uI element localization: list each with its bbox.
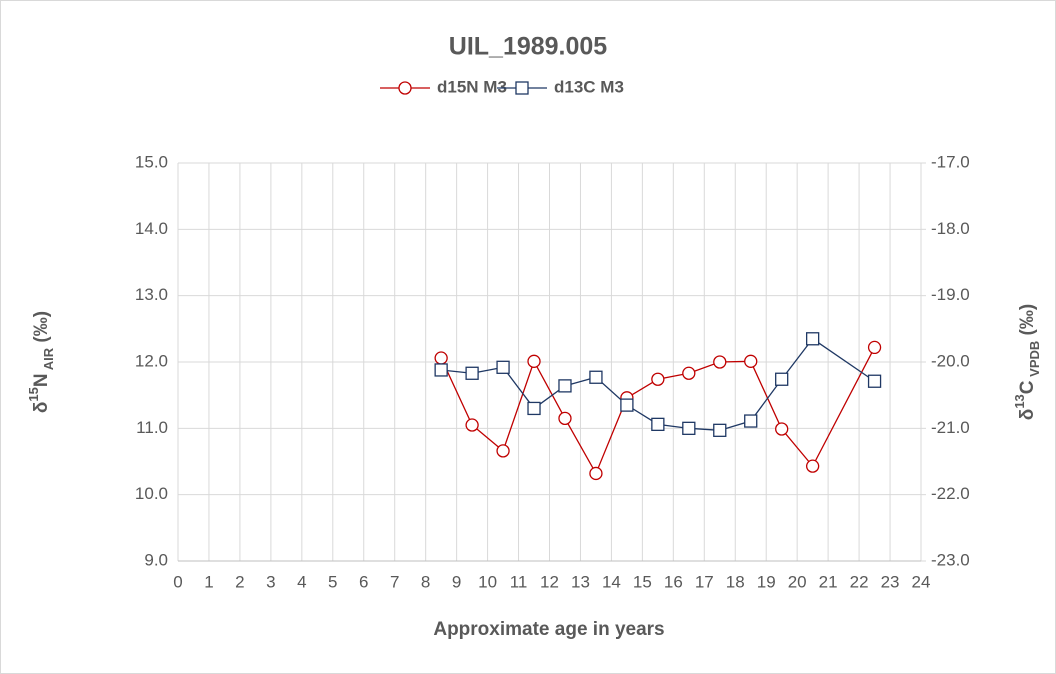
y-axis-label-part: AIR: [41, 347, 56, 373]
y-tick-label: 9.0: [144, 550, 168, 569]
marker: [651, 372, 665, 386]
marker: [682, 421, 696, 435]
x-tick-label: 13: [571, 572, 590, 591]
y-tick-label: 10.0: [135, 484, 168, 503]
x-tick-label: 19: [757, 572, 776, 591]
y-tick-label: 14.0: [135, 219, 168, 238]
x-tick-label: 16: [664, 572, 683, 591]
series-line: [441, 337, 875, 431]
x-tick-label: 2: [235, 572, 244, 591]
x-tick-label: 3: [266, 572, 275, 591]
y-tick-label: 11.0: [136, 418, 168, 437]
y2-axis-label-part: 13: [1012, 394, 1027, 408]
marker: [496, 444, 510, 458]
marker: [589, 466, 603, 481]
marker: [775, 422, 789, 436]
x-tick-label: 24: [912, 572, 931, 591]
marker: [465, 366, 479, 380]
series-line: [440, 347, 876, 475]
y2-tick-label: -22.0: [931, 484, 970, 503]
x-tick-label: 9: [452, 572, 461, 591]
y2-tick-label: -21.0: [931, 418, 970, 437]
marker: [589, 370, 603, 384]
marker: [651, 417, 665, 432]
x-tick-label: 1: [204, 572, 213, 591]
y-tick-label: 13.0: [135, 285, 168, 304]
x-tick-label: 5: [328, 572, 337, 591]
y2-tick-label: -17.0: [931, 152, 970, 171]
y2-tick-label: -19.0: [931, 285, 970, 304]
marker: [805, 332, 820, 346]
marker: [620, 398, 634, 412]
marker: [775, 372, 789, 386]
legend-label: d13C M3: [554, 77, 624, 96]
y2-axis-label: δ13C VPDB (‰): [1012, 304, 1042, 420]
x-tick-label: 23: [881, 572, 900, 591]
y2-axis-label-part: C: [1017, 380, 1038, 394]
marker: [805, 459, 820, 473]
x-tick-label: 22: [850, 572, 869, 591]
marker: [744, 354, 758, 368]
x-tick-label: 17: [695, 572, 714, 591]
y2-tick-label: -23.0: [931, 550, 970, 569]
marker: [398, 81, 412, 95]
x-tick-label: 8: [421, 572, 430, 591]
x-tick-label: 15: [633, 572, 652, 591]
marker: [527, 401, 541, 416]
y2-axis-label-part: δ: [1017, 409, 1038, 421]
marker: [496, 360, 510, 374]
x-tick-label: 0: [173, 572, 182, 591]
x-tick-label: 11: [510, 572, 528, 591]
x-tick-label: 21: [819, 572, 838, 591]
y-axis-label-part: (‰): [31, 311, 52, 348]
marker: [558, 379, 572, 393]
y2-tick-label: -18.0: [931, 219, 970, 238]
x-tick-label: 4: [297, 572, 306, 591]
y-tick-label: 15.0: [135, 152, 168, 171]
y-axis-label-part: 15: [26, 387, 41, 401]
y-axis-label-part: N: [31, 373, 52, 387]
marker: [713, 423, 727, 437]
x-tick-label: 6: [359, 572, 368, 591]
x-tick-label: 14: [602, 572, 621, 591]
marker: [713, 355, 727, 369]
marker: [434, 363, 448, 377]
marker: [744, 414, 758, 428]
y-tick-label: 12.0: [135, 351, 168, 370]
x-tick-label: 7: [390, 572, 399, 591]
marker: [558, 411, 572, 426]
y-axis-label: δ15N AIR (‰): [26, 311, 56, 413]
chart-title: UIL_1989.005: [449, 33, 608, 61]
y2-tick-label: -20.0: [931, 351, 970, 370]
x-tick-label: 20: [788, 572, 807, 591]
marker: [527, 354, 541, 368]
marker: [515, 81, 529, 95]
x-tick-label: 12: [540, 572, 559, 591]
marker: [465, 418, 479, 432]
x-tick-label: 10: [478, 572, 497, 591]
marker: [682, 366, 696, 380]
x-tick-label: 18: [726, 572, 745, 591]
y-axis-label-part: δ: [31, 402, 52, 414]
marker: [867, 374, 882, 388]
legend-label: d15N M3: [437, 77, 507, 96]
marker: [867, 340, 882, 355]
x-axis-label: Approximate age in years: [433, 619, 664, 640]
marker: [434, 351, 448, 365]
y2-axis-label-part: (‰): [1017, 304, 1038, 341]
y2-axis-label-part: VPDB: [1027, 341, 1042, 381]
